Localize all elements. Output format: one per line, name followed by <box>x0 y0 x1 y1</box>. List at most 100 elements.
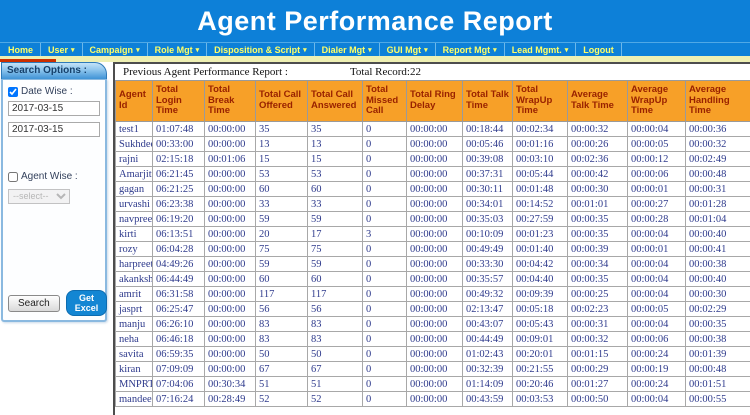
table-cell: 33 <box>307 196 363 212</box>
table-cell: 00:00:35 <box>567 271 628 287</box>
search-options-title: Search Options : <box>1 62 107 79</box>
table-row: neha 06:46:18 00:00:00 83 83 0 00:00:00 00:44:4… <box>115 331 750 347</box>
table-cell: 00:00:12 <box>627 151 686 167</box>
agent-id-cell: navpreet <box>115 211 153 227</box>
nav-item-campaign[interactable]: Campaign ▾ <box>83 43 148 56</box>
nav-item-label: User <box>48 45 69 55</box>
report-area: Previous Agent Performance Report : Tota… <box>113 62 750 415</box>
nav-item-lead-mgmt[interactable]: Lead Mgmt. ▾ <box>505 43 577 56</box>
agent-select[interactable]: --select-- <box>8 188 70 204</box>
search-button[interactable]: Search <box>8 294 60 312</box>
table-cell: 07:09:09 <box>152 361 205 377</box>
table-cell: 00:32:39 <box>462 361 513 377</box>
content-area: Search Options : Date Wise : Agent Wise … <box>0 62 750 415</box>
table-row: Sukhdeep00:33:0000:00:001313000:00:0000:… <box>115 136 750 152</box>
table-cell: 00:00:00 <box>406 226 463 242</box>
table-cell: 00:33:00 <box>152 136 205 152</box>
table-cell: 00:01:01 <box>567 196 628 212</box>
agent-wise-row[interactable]: Agent Wise : <box>8 171 100 182</box>
table-cell: 00:00:00 <box>204 211 256 227</box>
table-cell: 00:00:04 <box>627 391 686 407</box>
table-row: mandeeph07:16:2400:28:495252000:00:0000:… <box>115 391 750 407</box>
table-cell: 00:00:00 <box>406 391 463 407</box>
table-cell: 00:00:00 <box>204 196 256 212</box>
table-row: amrit 06:31:58 00:00:00 117 117 0 00:00:00 00:4… <box>115 286 750 302</box>
table-cell: 35 <box>307 121 363 137</box>
nav-item-report-mgt[interactable]: Report Mgt ▾ <box>436 43 505 56</box>
table-cell: 00:35:03 <box>462 211 513 227</box>
nav-item-logout[interactable]: Logout <box>576 43 622 56</box>
table-cell: 00:00:05 <box>627 301 686 317</box>
agent-id-cell: kiran <box>115 361 153 377</box>
table-cell: 00:00:28 <box>627 211 686 227</box>
table-cell: 00:02:36 <box>567 151 628 167</box>
red-accent-bar <box>0 59 56 62</box>
chevron-down-icon: ▾ <box>368 46 372 54</box>
agent-id-cell: jasprt <box>115 301 153 317</box>
nav-item-disposition-script[interactable]: Disposition & Script ▾ <box>207 43 315 56</box>
agent-id-cell: savita <box>115 346 153 362</box>
nav-item-gui-mgt[interactable]: GUI Mgt ▾ <box>380 43 436 56</box>
table-cell: 00:02:23 <box>567 301 628 317</box>
table-cell: 00:28:49 <box>204 391 256 407</box>
table-cell: 00:49:32 <box>462 286 513 302</box>
table-cell: 59 <box>307 211 363 227</box>
table-cell: 00:01:04 <box>685 211 750 227</box>
table-cell: 00:02:29 <box>685 301 750 317</box>
divider-strip <box>0 56 750 62</box>
date-wise-checkbox[interactable] <box>8 86 18 97</box>
table-cell: 00:00:50 <box>567 391 628 407</box>
agent-wise-checkbox[interactable] <box>8 171 18 182</box>
table-cell: 00:39:08 <box>462 151 513 167</box>
table-row: savita 06:59:35 00:00:00 50 50 0 00:00:00 01:02… <box>115 346 750 362</box>
table-cell: 00:00:06 <box>627 166 686 182</box>
date-from-input[interactable] <box>8 101 100 116</box>
table-cell: 0 <box>362 136 407 152</box>
table-cell: 00:37:31 <box>462 166 513 182</box>
table-row: kirti 06:13:51 00:00:00 20 17 3 00:00:00 00:10:… <box>115 226 750 242</box>
table-cell: 00:01:06 <box>204 151 256 167</box>
column-header: Total Talk Time <box>462 80 513 122</box>
date-wise-row[interactable]: Date Wise : <box>8 86 100 97</box>
table-cell: 00:04:40 <box>512 271 568 287</box>
table-cell: 00:00:00 <box>406 166 463 182</box>
get-excel-button[interactable]: Get Excel <box>65 290 108 316</box>
table-cell: 13 <box>307 136 363 152</box>
table-cell: 0 <box>362 391 407 407</box>
table-cell: 59 <box>255 256 308 272</box>
table-row: rajni 02:15:18 00:01:06 15 15 0 00:00:00 00:39:… <box>115 151 750 167</box>
table-cell: 35 <box>255 121 308 137</box>
chevron-down-icon: ▾ <box>303 46 307 54</box>
table-cell: 00:00:30 <box>685 286 750 302</box>
nav-item-role-mgt[interactable]: Role Mgt ▾ <box>148 43 208 56</box>
table-row: kiran 07:09:09 00:00:00 67 67 0 00:00:00 00:32:… <box>115 361 750 377</box>
chevron-down-icon: ▾ <box>136 46 140 54</box>
agent-id-cell: kirti <box>115 226 153 242</box>
table-cell: 15 <box>255 151 308 167</box>
table-cell: 117 <box>307 286 363 302</box>
table-cell: 00:00:00 <box>204 331 256 347</box>
chevron-down-icon: ▾ <box>564 46 569 54</box>
table-cell: 00:00:04 <box>627 271 686 287</box>
table-cell: 00:00:00 <box>204 286 256 302</box>
agent-id-cell: manju <box>115 316 153 332</box>
table-cell: 0 <box>362 256 407 272</box>
nav-item-dialer-mgt[interactable]: Dialer Mgt ▾ <box>315 43 380 56</box>
table-cell: 00:00:00 <box>406 361 463 377</box>
table-cell: 0 <box>362 211 407 227</box>
table-cell: 00:00:00 <box>406 286 463 302</box>
nav-item-user[interactable]: User ▾ <box>41 43 83 56</box>
table-cell: 0 <box>362 181 407 197</box>
table-cell: 00:00:26 <box>567 136 628 152</box>
column-header: Total Call Offered <box>255 80 308 122</box>
nav-item-label: Home <box>8 45 34 55</box>
nav-item-home[interactable]: Home <box>1 43 42 56</box>
table-cell: 00:00:00 <box>406 121 463 137</box>
table-cell: 00:02:49 <box>685 151 750 167</box>
nav-item-label: GUI Mgt <box>386 45 422 55</box>
table-cell: 0 <box>362 121 407 137</box>
table-cell: 51 <box>255 376 308 392</box>
date-to-input[interactable] <box>8 122 100 137</box>
table-row: harpreet 04:49:26 00:00:00 59 59 0 00:00:00 00:… <box>115 256 750 272</box>
table-cell: 53 <box>307 166 363 182</box>
